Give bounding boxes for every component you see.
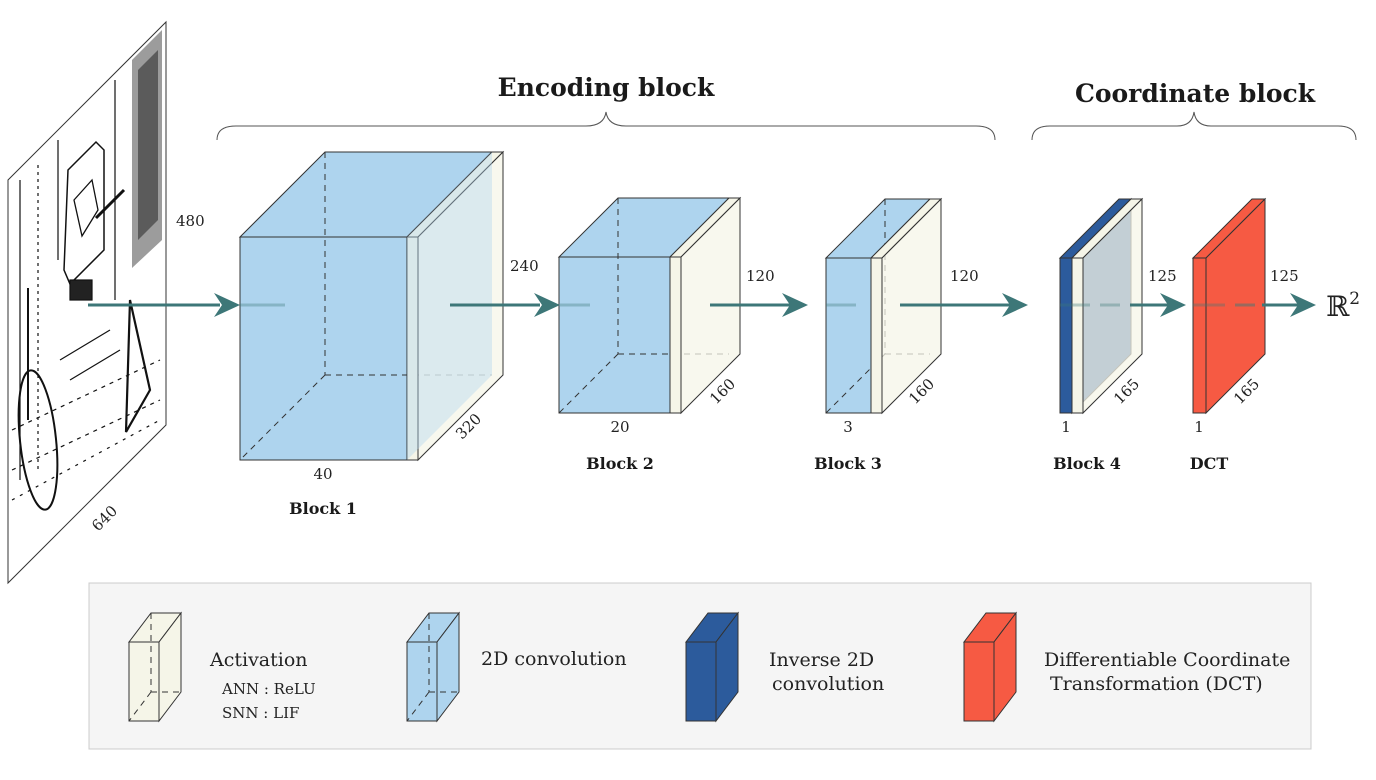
block-4: 1 120 165 Block 4 (950, 197, 1144, 473)
legend-conv-title: 2D convolution (481, 648, 627, 670)
flow-arrows (88, 293, 1316, 317)
input-image: 480 640 (7, 20, 205, 585)
block-2: 20 240 160 Block 2 (510, 196, 742, 473)
legend: Activation ANN : ReLU SNN : LIF 2D convo… (88, 582, 1312, 750)
block-4-channels: 1 (1061, 418, 1071, 436)
legend-dct-line2: Transformation (DCT) (1050, 673, 1263, 695)
legend-activation-snn: SNN : LIF (222, 704, 299, 722)
legend-inverse-line2: convolution (772, 673, 884, 695)
legend-inverse-conv-icon (684, 611, 740, 723)
encoding-block-title: Encoding block (498, 73, 715, 102)
block-2-label: Block 2 (586, 454, 654, 473)
image-texture (132, 30, 162, 268)
legend-dct-line1: Differentiable Coordinate (1044, 649, 1290, 671)
block-1-channels: 40 (313, 465, 332, 483)
dct-channels: 1 (1194, 418, 1204, 436)
block-3: 3 120 160 Block 3 (746, 197, 943, 473)
arrow-dct-output (1235, 293, 1316, 317)
output-height: 125 (1270, 267, 1299, 285)
arrow-input-block1 (88, 293, 285, 317)
legend-activation-title: Activation (209, 649, 308, 671)
block-2-height: 240 (510, 257, 539, 275)
legend-activation-ann: ANN : ReLU (221, 680, 316, 698)
arrow-block3-block4 (900, 293, 1120, 317)
coordinate-block-title: Coordinate block (1075, 79, 1316, 108)
legend-inverse-line1: Inverse 2D (769, 649, 874, 671)
coordinate-brace (1031, 111, 1357, 141)
block-3-height: 120 (746, 267, 775, 285)
block-1: 40 320 Block 1 (238, 150, 505, 518)
arrow-block4-dct (1130, 293, 1225, 317)
input-width-label: 640 (88, 502, 121, 535)
output-space-symbol: ℝ2 (1326, 289, 1360, 323)
encoding-brace (216, 111, 996, 141)
block-2-channels: 20 (610, 418, 629, 436)
legend-activation-icon (127, 611, 183, 723)
block-4-label: Block 4 (1053, 454, 1121, 473)
arrow-block1-block2 (450, 293, 590, 317)
legend-dct-icon (962, 611, 1018, 723)
dct-block: 1 125 165 DCT (1148, 197, 1267, 473)
legend-conv-icon (405, 611, 461, 723)
dct-height: 125 (1148, 267, 1177, 285)
block-4-height: 120 (950, 267, 979, 285)
input-height-label: 480 (176, 212, 205, 230)
arrow-block2-block3 (710, 293, 856, 317)
block-1-label: Block 1 (289, 499, 357, 518)
block-3-channels: 3 (843, 418, 853, 436)
block-3-label: Block 3 (814, 454, 882, 473)
dct-label: DCT (1190, 454, 1229, 473)
